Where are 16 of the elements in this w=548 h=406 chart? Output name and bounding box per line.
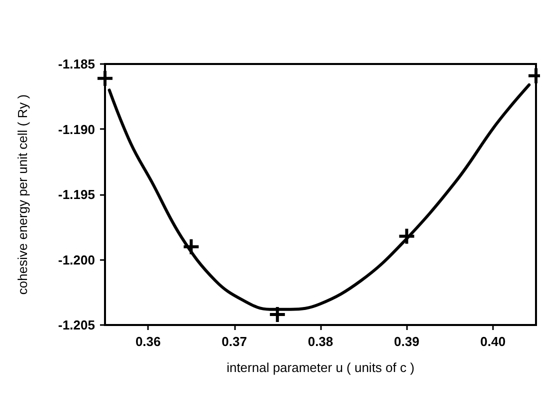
x-tick-label: 0.38 xyxy=(308,334,334,349)
y-tick-label: -1.195 xyxy=(58,187,95,202)
point xyxy=(270,307,285,322)
x-tick-label: 0.39 xyxy=(394,334,420,349)
x-axis-title: internal parameter u ( units of c ) xyxy=(226,360,414,375)
x-tick-label: 0.40 xyxy=(480,334,506,349)
y-tick-label: -1.200 xyxy=(58,252,95,268)
y-axis-title: cohesive energy per unit cell ( Ry ) xyxy=(15,94,30,295)
y-tick-label: -1.205 xyxy=(58,318,95,332)
x-tick-label: 0.36 xyxy=(135,334,161,349)
point xyxy=(399,228,414,244)
y-tick-label: -1.190 xyxy=(58,122,95,137)
point xyxy=(184,239,199,254)
x-tick-label: 0.37 xyxy=(222,334,247,349)
y-tick-label: -1.185 xyxy=(58,56,95,72)
point xyxy=(98,70,112,86)
